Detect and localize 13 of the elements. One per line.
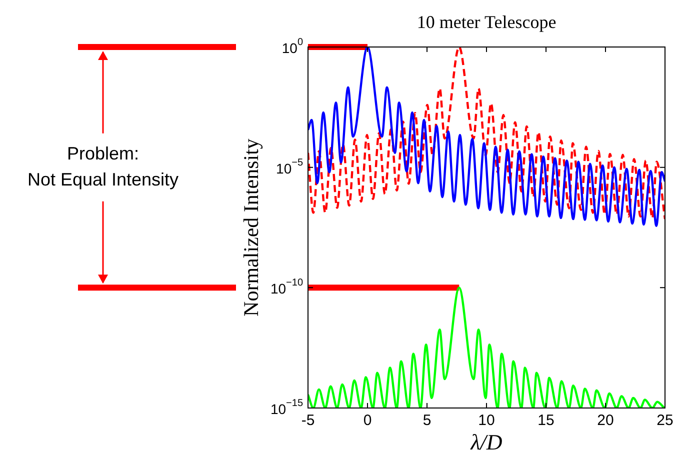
- text: Problem:: [66, 143, 140, 164]
- x-tick-label: 10: [478, 412, 495, 430]
- text: Not Equal Intensity: [27, 169, 179, 190]
- line-series: [308, 286, 665, 408]
- x-tick-label: 20: [597, 412, 614, 430]
- chart-title: 10 meter Telescope: [416, 12, 556, 32]
- x-tick-label: 0: [363, 412, 372, 430]
- x-axis-title: λ/D: [470, 430, 502, 455]
- x-tick-label: 15: [538, 412, 554, 430]
- y-axis-title: Normalized Intensity: [239, 138, 264, 316]
- x-tick-label: 5: [422, 412, 432, 430]
- x-tick-label: -5: [301, 412, 315, 430]
- x-tick-label: 25: [656, 412, 674, 430]
